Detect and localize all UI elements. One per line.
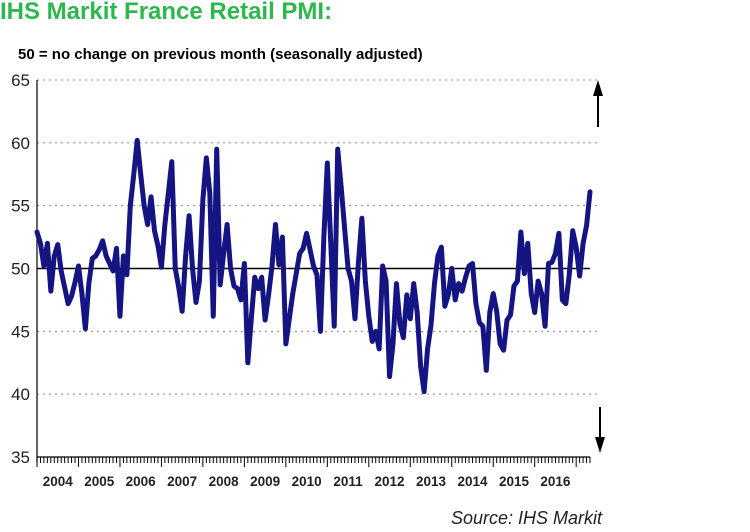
y-tick-label: 40 xyxy=(11,385,30,404)
x-tick-label: 2004 xyxy=(43,474,74,489)
x-tick-label: 2010 xyxy=(292,474,322,489)
x-tick-label: 2009 xyxy=(250,474,280,489)
x-tick-label: 2005 xyxy=(84,474,115,489)
x-tick-label: 2007 xyxy=(167,474,197,489)
x-tick-label: 2014 xyxy=(457,474,488,489)
x-tick-label: 2011 xyxy=(333,474,363,489)
source-note: Source: IHS Markit xyxy=(450,508,602,528)
arrow-up-icon xyxy=(593,80,603,127)
chart-subtitle: 50 = no change on previous month (season… xyxy=(18,46,423,63)
y-tick-label: 45 xyxy=(11,322,30,341)
x-tick-label: 2012 xyxy=(375,474,405,489)
y-axis-ticks: 65 60 55 50 45 40 35 xyxy=(11,71,30,467)
series-line xyxy=(34,137,593,395)
x-tick-label: 2013 xyxy=(416,474,447,489)
y-tick-label: 65 xyxy=(11,71,30,90)
chart-title: IHS Markit France Retail PMI: xyxy=(0,0,333,25)
series-layer xyxy=(34,137,593,395)
gridlines xyxy=(37,79,598,395)
x-tick-label: 2008 xyxy=(209,474,240,489)
x-tick-label: 2006 xyxy=(126,474,157,489)
x-tick-label: 2015 xyxy=(499,474,530,489)
y-tick-label: 55 xyxy=(11,197,30,216)
x-tick-label: 2016 xyxy=(540,474,571,489)
y-tick-label: 35 xyxy=(11,448,30,467)
y-tick-label: 50 xyxy=(11,260,30,279)
annotations xyxy=(593,80,605,453)
y-tick-label: 60 xyxy=(11,134,30,153)
arrow-down-icon xyxy=(595,407,605,453)
x-axis-ticks: 2004 2005 2006 2007 2008 2009 2010 2011 2012 2013… xyxy=(36,457,591,489)
